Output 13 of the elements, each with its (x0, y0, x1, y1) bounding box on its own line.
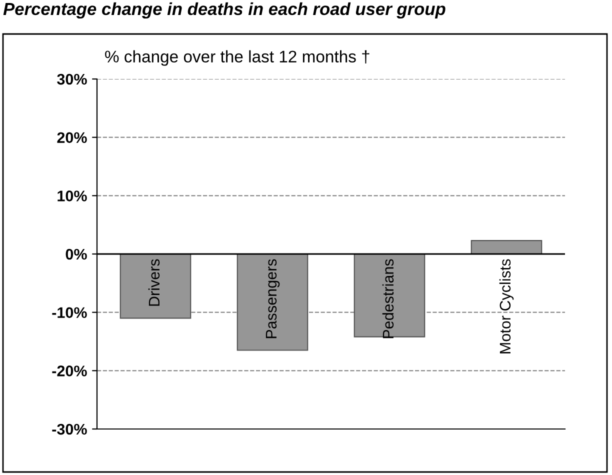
x-tick-label: Pedestrians (382, 259, 394, 338)
chart-title: Percentage change in deaths in each road user group (3, 2, 446, 19)
y-tick-label: 10% (58, 190, 87, 202)
x-tick-label: Drivers (148, 259, 160, 306)
y-tick-label: -20% (52, 366, 87, 376)
chart-subtitle: % change over the last 12 months † (105, 50, 370, 66)
x-tick-label: Motor Cyclists (499, 259, 514, 354)
y-tick-label: 20% (57, 132, 87, 144)
y-tick-label: -10% (52, 307, 87, 318)
x-tick-label: Passengers (266, 259, 280, 338)
y-tick-label: 0% (66, 248, 87, 260)
y-tick-label: 30% (57, 74, 87, 85)
y-tick-label: -30% (52, 424, 87, 435)
